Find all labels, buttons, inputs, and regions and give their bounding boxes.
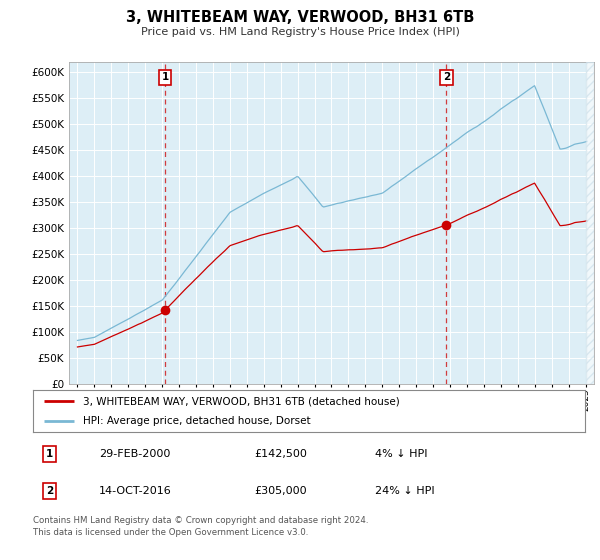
Text: HPI: Average price, detached house, Dorset: HPI: Average price, detached house, Dors… xyxy=(83,416,310,426)
Text: £142,500: £142,500 xyxy=(254,449,307,459)
Text: 14-OCT-2016: 14-OCT-2016 xyxy=(99,486,172,496)
Text: 2: 2 xyxy=(46,486,53,496)
Text: £305,000: £305,000 xyxy=(254,486,307,496)
Text: 1: 1 xyxy=(161,72,169,82)
Text: 3, WHITEBEAM WAY, VERWOOD, BH31 6TB (detached house): 3, WHITEBEAM WAY, VERWOOD, BH31 6TB (det… xyxy=(83,396,400,406)
Text: 24% ↓ HPI: 24% ↓ HPI xyxy=(375,486,435,496)
Text: 29-FEB-2000: 29-FEB-2000 xyxy=(99,449,170,459)
Text: Contains HM Land Registry data © Crown copyright and database right 2024.
This d: Contains HM Land Registry data © Crown c… xyxy=(33,516,368,537)
Text: Price paid vs. HM Land Registry's House Price Index (HPI): Price paid vs. HM Land Registry's House … xyxy=(140,27,460,37)
Text: 4% ↓ HPI: 4% ↓ HPI xyxy=(375,449,428,459)
Text: 2: 2 xyxy=(443,72,450,82)
Text: 1: 1 xyxy=(46,449,53,459)
Bar xyxy=(586,62,594,384)
Text: 3, WHITEBEAM WAY, VERWOOD, BH31 6TB: 3, WHITEBEAM WAY, VERWOOD, BH31 6TB xyxy=(126,10,474,25)
